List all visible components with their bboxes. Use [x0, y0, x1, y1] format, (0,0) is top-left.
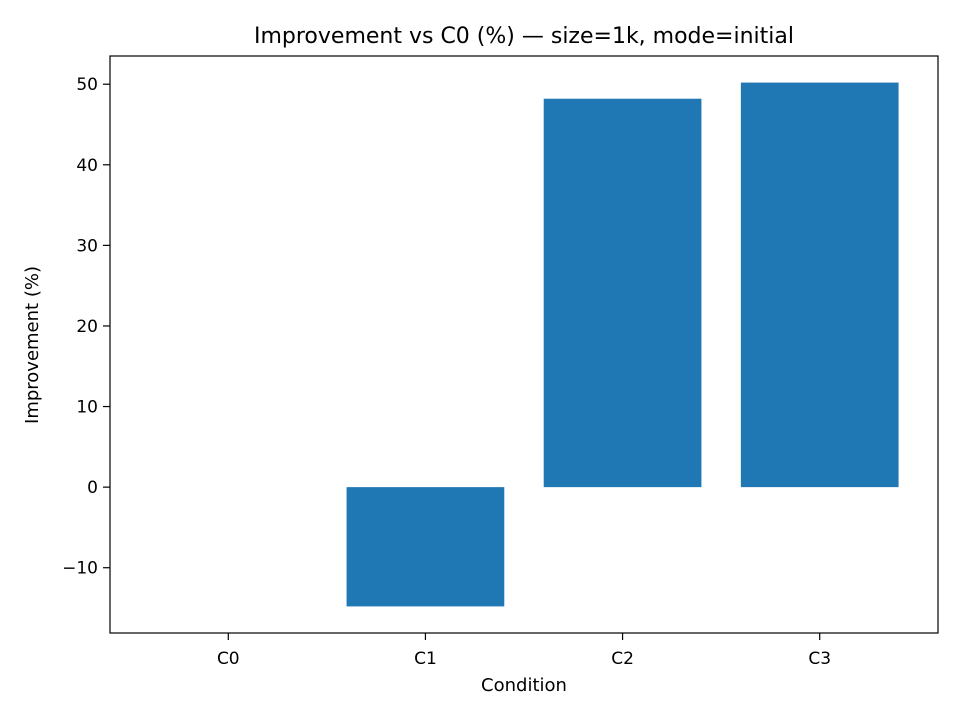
y-tick-label: 10 — [76, 398, 98, 418]
y-axis-label: Improvement (%) — [22, 266, 43, 424]
y-tick-label: 50 — [76, 75, 98, 95]
y-tick-label: 40 — [76, 156, 98, 176]
x-axis-ticks: C0 C1 C2 C3 — [217, 633, 831, 669]
x-tick-label: C2 — [611, 649, 634, 669]
x-tick-label: C0 — [217, 649, 240, 669]
x-tick-label: C1 — [414, 649, 437, 669]
bar-c1 — [346, 487, 505, 607]
y-tick-label: −10 — [62, 559, 98, 579]
y-tick-label: 20 — [76, 317, 98, 337]
bar-c2 — [543, 98, 702, 488]
plot-frame — [109, 55, 939, 634]
x-axis-label: Condition — [481, 675, 567, 696]
y-axis-ticks: −10 0 10 20 30 40 50 — [62, 75, 110, 579]
x-tick-label: C3 — [808, 649, 831, 669]
y-tick-label: 0 — [87, 478, 98, 498]
bar-c3 — [740, 82, 899, 488]
y-tick-label: 30 — [76, 236, 98, 256]
bars-group — [346, 82, 899, 607]
chart-title: Improvement vs C0 (%) — size=1k, mode=in… — [254, 24, 794, 49]
